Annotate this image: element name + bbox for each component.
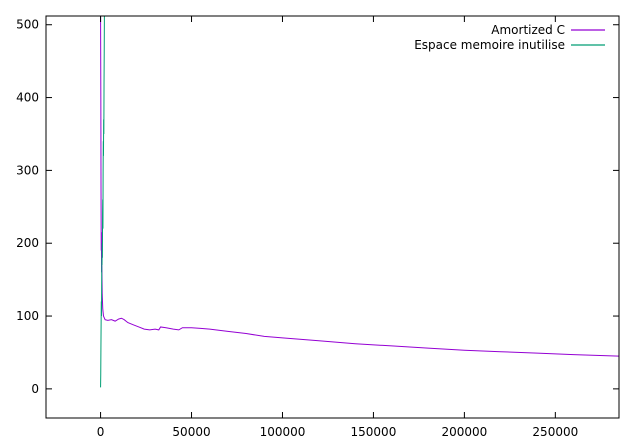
y-tick-label: 0 <box>31 382 39 396</box>
x-tick-label: 50000 <box>172 425 210 439</box>
y-tick-label: 100 <box>16 309 39 323</box>
x-tick-label: 250000 <box>532 425 578 439</box>
y-tick-label: 500 <box>16 18 39 32</box>
axes: 0 50000 100000 150000 200000 250000 0 100 200 300… <box>16 16 619 439</box>
x-tick-label: 200000 <box>441 425 487 439</box>
x-tick-label: 100000 <box>260 425 306 439</box>
chart-marks <box>100 16 619 388</box>
y-tick-label: 400 <box>16 91 39 105</box>
x-tick-label: 150000 <box>351 425 397 439</box>
plot-frame <box>45 15 620 419</box>
y-tick-label: 200 <box>16 236 39 250</box>
series-line-1 <box>100 16 619 357</box>
legend-label: Espace memoire inutilise <box>414 38 565 52</box>
x-tick-label: 0 <box>97 425 105 439</box>
series-line-2 <box>100 16 105 388</box>
legend-label: Amortized C <box>491 23 565 37</box>
y-tick-label: 300 <box>16 163 39 177</box>
